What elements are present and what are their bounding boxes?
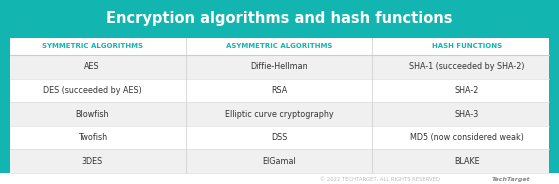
Text: Elliptic curve cryptography: Elliptic curve cryptography [225, 110, 334, 118]
Text: DES (succeeded by AES): DES (succeeded by AES) [43, 86, 141, 95]
FancyBboxPatch shape [549, 38, 559, 173]
FancyBboxPatch shape [10, 126, 549, 149]
Text: Diffie-Hellman: Diffie-Hellman [250, 63, 309, 71]
FancyBboxPatch shape [0, 0, 559, 38]
Text: AES: AES [84, 63, 100, 71]
Text: BLAKE: BLAKE [454, 157, 480, 166]
Text: MD5 (now considered weak): MD5 (now considered weak) [410, 133, 524, 142]
Text: © 2022 TECHTARGET, ALL RIGHTS RESERVED: © 2022 TECHTARGET, ALL RIGHTS RESERVED [320, 176, 440, 182]
FancyBboxPatch shape [10, 102, 549, 126]
FancyBboxPatch shape [10, 55, 549, 79]
Text: Twofish: Twofish [78, 133, 107, 142]
FancyBboxPatch shape [10, 38, 549, 55]
FancyBboxPatch shape [10, 79, 549, 102]
Text: TechTarget: TechTarget [492, 176, 531, 182]
Text: SYMMETRIC ALGORITHMS: SYMMETRIC ALGORITHMS [42, 43, 143, 49]
Text: SHA-1 (succeeded by SHA-2): SHA-1 (succeeded by SHA-2) [409, 63, 524, 71]
Text: Blowfish: Blowfish [75, 110, 109, 118]
Text: Encryption algorithms and hash functions: Encryption algorithms and hash functions [106, 11, 453, 26]
FancyBboxPatch shape [10, 149, 549, 173]
Text: SHA-3: SHA-3 [454, 110, 479, 118]
Text: SHA-2: SHA-2 [454, 86, 479, 95]
Text: 3DES: 3DES [82, 157, 103, 166]
FancyBboxPatch shape [0, 38, 10, 173]
Text: ElGamal: ElGamal [263, 157, 296, 166]
Text: ASYMMETRIC ALGORITHMS: ASYMMETRIC ALGORITHMS [226, 43, 333, 49]
Text: DSS: DSS [271, 133, 288, 142]
Text: HASH FUNCTIONS: HASH FUNCTIONS [432, 43, 502, 49]
Text: RSA: RSA [271, 86, 288, 95]
